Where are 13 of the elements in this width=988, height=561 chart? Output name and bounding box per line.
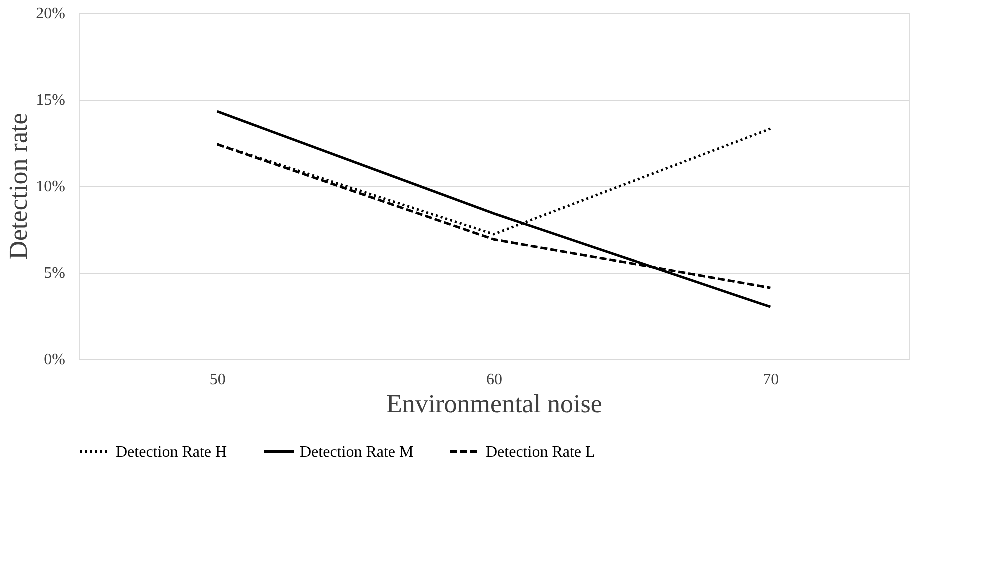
y-tick-label: 20% <box>36 6 66 22</box>
x-tick-label: 60 <box>486 372 502 388</box>
x-tick-label: 50 <box>210 372 226 388</box>
legend-label: Detection Rate H <box>116 444 228 461</box>
y-tick-label: 15% <box>36 92 66 109</box>
legend-label: Detection Rate M <box>300 444 414 461</box>
y-tick-label: 10% <box>36 178 66 196</box>
legend-label: Detection Rate L <box>486 444 596 461</box>
x-tick-label: 70 <box>763 372 780 388</box>
x-axis-title: Environmental noise <box>386 390 602 418</box>
y-axis-title: Detection rate <box>4 113 34 260</box>
y-tick-label: 5% <box>44 265 66 282</box>
y-tick-label: 0% <box>44 352 66 368</box>
